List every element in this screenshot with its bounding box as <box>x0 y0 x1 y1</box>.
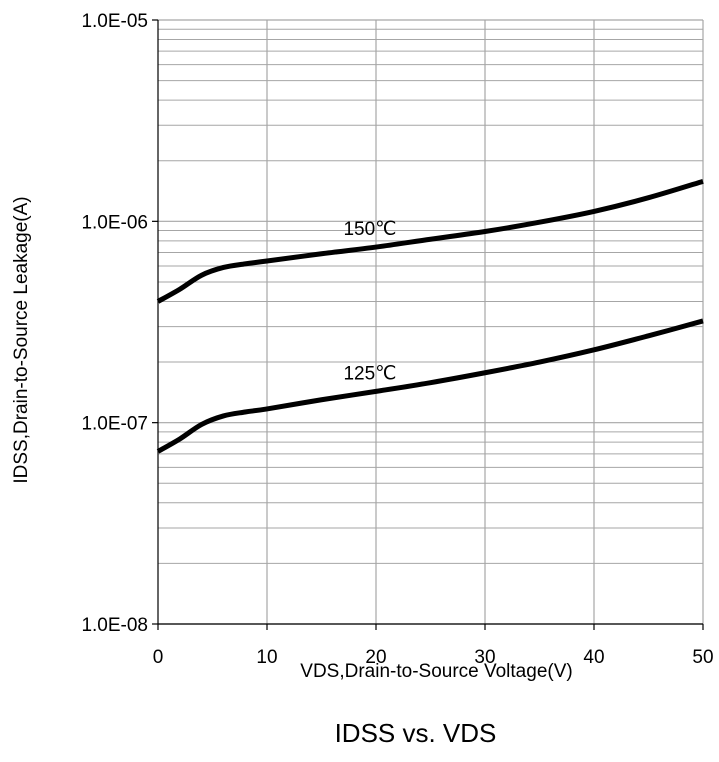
y-tick-label: 1.0E-06 <box>81 212 148 233</box>
labels: 1.0E-08 1.0E-07 1.0E-06 1.0E-05 0 10 20 30 40 50 V… <box>11 11 714 748</box>
series-line-150c <box>156 178 704 304</box>
x-tick-label: 10 <box>256 647 277 668</box>
x-tick-label: 20 <box>365 647 386 668</box>
series-lines <box>156 178 704 454</box>
y-tick-label: 1.0E-07 <box>81 414 148 435</box>
series-line-125c <box>156 318 704 454</box>
chart-title: IDSS vs. VDS <box>335 718 497 748</box>
axes <box>152 19 704 630</box>
grid <box>158 19 704 625</box>
series-label: 150℃ <box>343 219 396 240</box>
y-axis-label: IDSS,Drain-to-Source Leakage(A) <box>11 196 32 483</box>
x-tick-label: 30 <box>474 647 495 668</box>
series-label: 125℃ <box>343 363 396 384</box>
x-axis-label: VDS,Drain-to-Source Voltage(V) <box>300 661 572 682</box>
x-tick-label: 0 <box>153 647 164 668</box>
x-tick-label: 40 <box>583 647 604 668</box>
x-tick-label: 50 <box>692 647 713 668</box>
y-tick-label: 1.0E-05 <box>81 11 148 32</box>
y-tick-label: 1.0E-08 <box>81 615 148 636</box>
